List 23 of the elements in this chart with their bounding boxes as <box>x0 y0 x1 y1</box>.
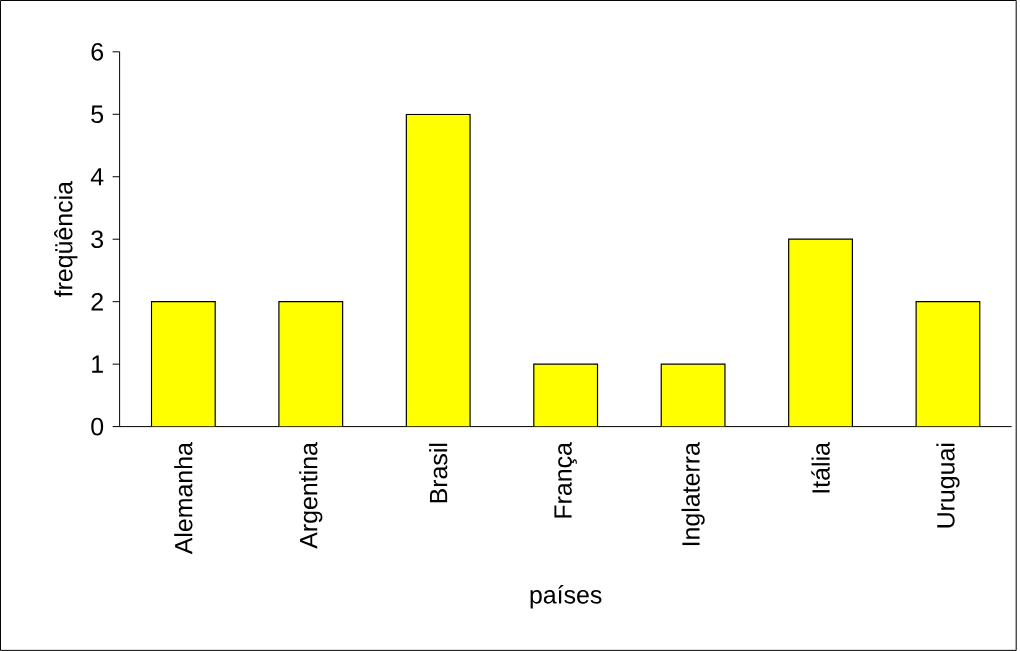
x-tick-label: Argentina <box>299 442 323 549</box>
x-tick-label: Uruguai <box>936 443 960 528</box>
x-tick-label: Brasil <box>429 443 448 503</box>
x-axis-title: países <box>530 585 602 609</box>
x-tick-label: Alemanha <box>174 442 193 555</box>
y-tick-label: 0 <box>91 417 104 436</box>
y-axis-title: freqüência <box>54 181 78 298</box>
y-tick-label: 1 <box>92 355 103 373</box>
bar <box>533 364 598 427</box>
y-tick-label: 6 <box>91 43 104 61</box>
x-tick-label: Inglaterra <box>681 442 705 546</box>
y-tick-label: 2 <box>91 293 103 311</box>
bar <box>151 301 216 427</box>
x-tick-label: França <box>554 442 577 518</box>
bar <box>406 114 471 427</box>
bar <box>278 301 343 427</box>
bar <box>788 239 853 427</box>
bar <box>661 364 725 427</box>
bar <box>915 301 981 427</box>
y-tick-label: 4 <box>90 168 104 186</box>
x-tick-label: Itália <box>811 442 830 493</box>
y-tick-label: 5 <box>91 105 104 124</box>
y-tick-label: 3 <box>91 230 104 249</box>
